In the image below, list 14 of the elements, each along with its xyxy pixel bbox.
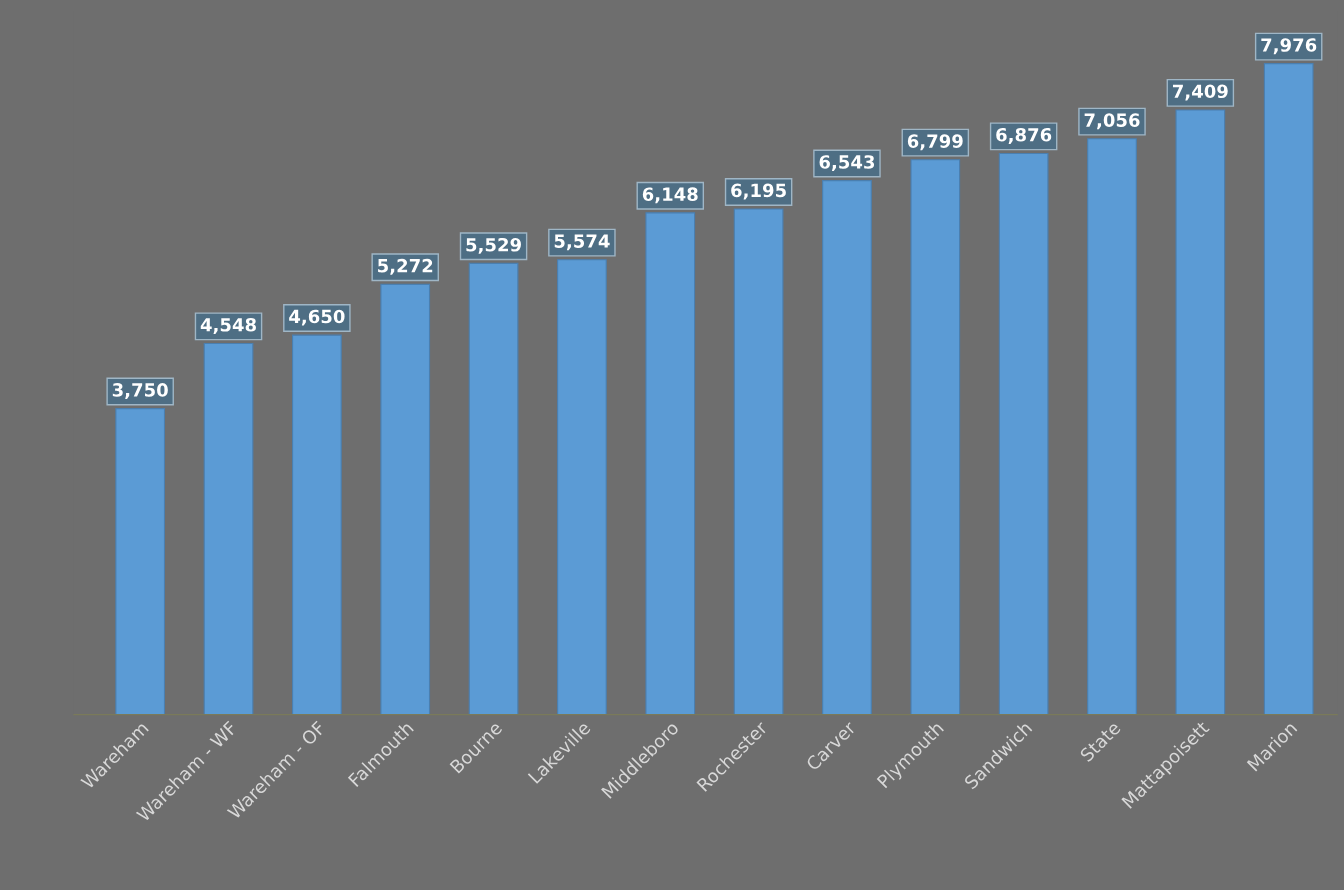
- data-label: 6,799: [907, 134, 963, 151]
- data-label: 6,543: [819, 155, 875, 172]
- data-label: 7,976: [1261, 38, 1317, 55]
- data-label: 6,195: [731, 183, 786, 200]
- data-label: 7,056: [1084, 113, 1140, 130]
- data-label: 4,650: [289, 309, 345, 326]
- data-label: 4,548: [200, 317, 256, 334]
- data-label: 3,750: [112, 383, 168, 400]
- data-label: 6,148: [642, 187, 698, 204]
- data-label: 5,529: [466, 237, 521, 254]
- data-label: 5,272: [378, 258, 433, 275]
- data-label: 5,574: [554, 234, 610, 251]
- data-label: 6,876: [996, 127, 1052, 144]
- data-label: 7,409: [1173, 84, 1228, 101]
